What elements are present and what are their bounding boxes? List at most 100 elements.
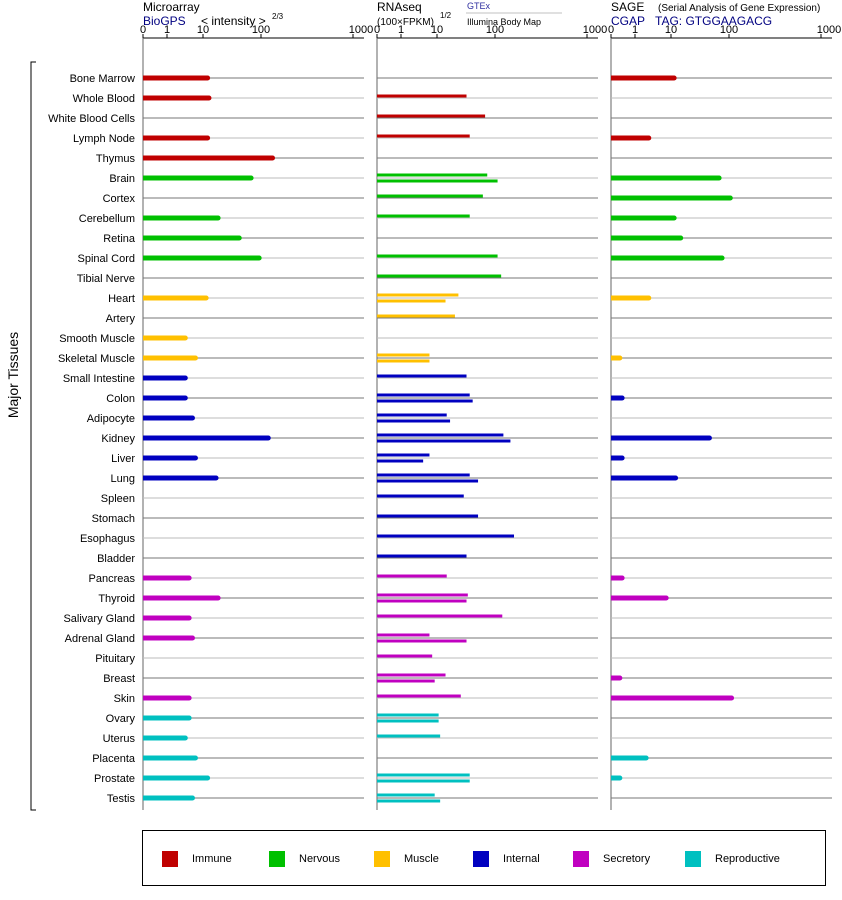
bar-end	[206, 95, 212, 101]
bar	[377, 134, 470, 138]
x-tick-label: 0	[140, 24, 146, 36]
bar	[143, 215, 219, 221]
tissue-label: Tibial Nerve	[77, 273, 135, 285]
tissue-label: Smooth Muscle	[59, 333, 135, 345]
bar	[611, 455, 623, 461]
bar-end	[646, 135, 652, 141]
tissue-label: Heart	[108, 293, 135, 305]
bar-end	[189, 415, 195, 421]
bar	[377, 459, 424, 463]
bar-end	[186, 615, 192, 621]
panel-sage-title: SAGE	[611, 0, 644, 14]
panel-sage-title-extra: (Serial Analysis of Gene Expression)	[658, 3, 820, 14]
bar-end	[182, 395, 188, 401]
bar-end	[270, 155, 276, 161]
bar	[377, 419, 451, 423]
x-tick-label: 0	[608, 24, 614, 36]
x-tick-label: 1000	[583, 24, 607, 36]
bar-end	[646, 295, 652, 301]
bar	[143, 475, 217, 481]
tissue-label: Testis	[107, 793, 136, 805]
bar	[143, 415, 193, 421]
bar	[611, 435, 710, 441]
bar	[143, 355, 196, 361]
bar	[143, 635, 193, 641]
bar	[377, 673, 446, 677]
bar	[377, 773, 470, 777]
bar	[377, 393, 470, 397]
bar	[143, 755, 196, 761]
tissue-label: Bone Marrow	[70, 73, 135, 85]
bar-end	[256, 255, 262, 261]
legend-swatch-secretory	[573, 851, 589, 867]
bar	[377, 359, 430, 363]
tissue-label: Cerebellum	[79, 213, 135, 225]
tissue-label: Spleen	[101, 493, 135, 505]
gtex-label: GTEx	[467, 1, 491, 11]
tissue-label: Uterus	[103, 733, 136, 745]
bar	[377, 679, 435, 683]
bar-end	[671, 215, 677, 221]
bar	[377, 299, 446, 303]
legend-item-muscle: Muscle	[374, 850, 439, 868]
bar	[377, 599, 467, 603]
bar-end	[182, 735, 188, 741]
bar	[143, 435, 269, 441]
x-tick-label: 1	[632, 24, 638, 36]
bar	[611, 175, 720, 181]
panel-sage-tag: TAG: GTGGAAGACG	[655, 14, 772, 28]
bar	[377, 719, 439, 723]
bar	[143, 615, 190, 621]
bar	[377, 173, 488, 177]
tissue-label: Pancreas	[89, 573, 136, 585]
bar	[377, 554, 467, 558]
bar-end	[205, 775, 211, 781]
x-tick-label: 10	[665, 24, 677, 36]
legend-label-secretory: Secretory	[603, 853, 651, 865]
tissue-label: Salivary Gland	[63, 613, 135, 625]
bar-end	[192, 455, 198, 461]
tissue-label: Artery	[106, 313, 136, 325]
bar-end	[205, 135, 211, 141]
bar	[143, 395, 186, 401]
legend-item-secretory: Secretory	[573, 850, 650, 868]
x-tick-label: 1000	[349, 24, 373, 36]
illumina-label: Illumina Body Map	[467, 17, 541, 27]
tissue-label: Thyroid	[98, 593, 135, 605]
bar-end	[619, 455, 625, 461]
bar	[611, 695, 732, 701]
bar-end	[236, 235, 242, 241]
tissue-label: Skin	[114, 693, 135, 705]
tissue-label: Kidney	[101, 433, 135, 445]
panel-rnaseq-exponent: 1/2	[440, 11, 452, 20]
bar	[377, 413, 447, 417]
bar	[611, 295, 649, 301]
bar-end	[248, 175, 254, 181]
panel-microarray-title: Microarray	[143, 0, 200, 14]
bar	[377, 614, 503, 618]
bar-end	[186, 575, 192, 581]
legend-swatch-reproductive	[685, 851, 701, 867]
bar	[611, 595, 667, 601]
legend-swatch-muscle	[374, 851, 390, 867]
bar	[143, 135, 208, 141]
tissue-label: Adrenal Gland	[65, 633, 135, 645]
x-tick-label: 1	[164, 24, 170, 36]
bar	[377, 654, 433, 658]
tissue-label: Ovary	[106, 713, 136, 725]
panel-rnaseq-subtitle: (100×FPKM)	[377, 17, 434, 28]
bar-end	[189, 635, 195, 641]
legend-swatch-immune	[162, 851, 178, 867]
bar	[611, 775, 620, 781]
bar	[377, 639, 467, 643]
bar	[611, 475, 676, 481]
tissue-label: Small Intestine	[63, 373, 135, 385]
bar	[143, 735, 186, 741]
legend-swatch-internal	[473, 851, 489, 867]
bar-end	[727, 195, 733, 201]
legend-item-internal: Internal	[473, 850, 540, 868]
x-tick-label: 1000	[817, 24, 841, 36]
bar	[143, 155, 273, 161]
bar-end	[192, 755, 198, 761]
legend-label-internal: Internal	[503, 853, 540, 865]
